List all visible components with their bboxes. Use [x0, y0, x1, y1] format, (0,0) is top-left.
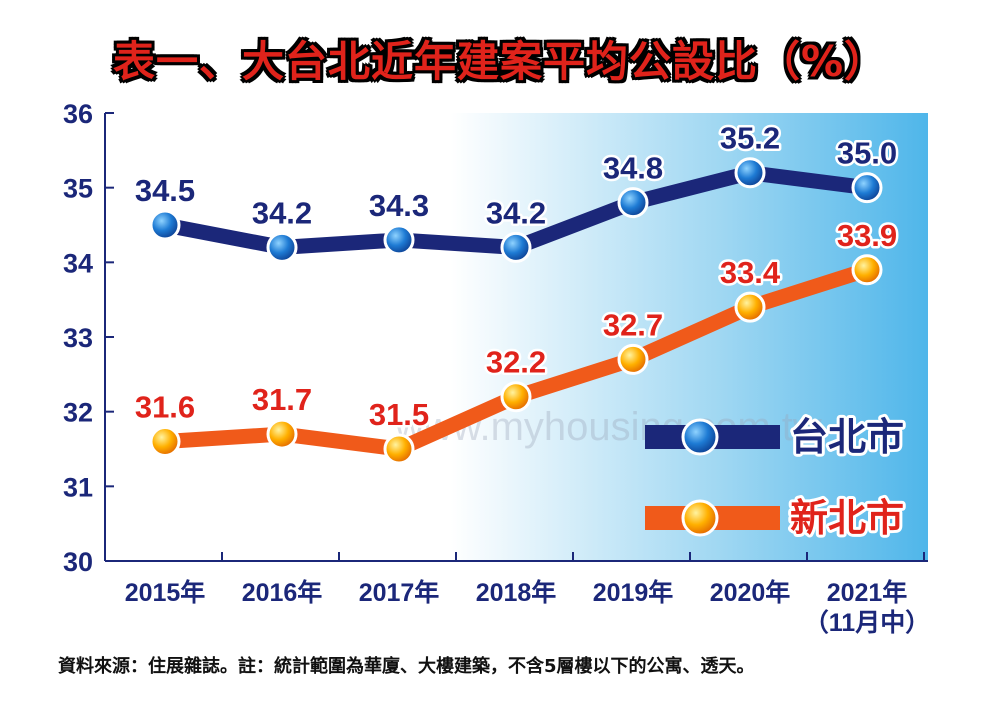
data-label: 32.2 [486, 345, 546, 380]
x-tick-label: 2018年 [476, 578, 557, 607]
data-label: 31.5 [369, 397, 429, 432]
data-label: 31.7 [252, 382, 312, 417]
data-point [617, 343, 649, 375]
y-tick-label: 34 [63, 248, 93, 278]
data-label: 33.9 [837, 218, 897, 253]
data-point [383, 433, 415, 465]
legend-marker [681, 418, 719, 456]
legend-marker [681, 499, 719, 537]
data-point [266, 418, 298, 450]
y-tick-label: 31 [63, 472, 93, 502]
data-point [851, 254, 883, 286]
legend-label: 新北市 [790, 496, 904, 540]
y-tick-label: 36 [63, 99, 93, 129]
x-tick-label: 2015年 [125, 578, 206, 607]
data-label: 35.0 [837, 136, 897, 171]
data-label: 34.2 [252, 195, 312, 230]
data-label: 34.8 [603, 151, 663, 186]
data-point [149, 209, 181, 241]
x-tick-label: 2016年 [242, 578, 323, 607]
data-point [734, 291, 766, 323]
data-point [851, 172, 883, 204]
data-point [500, 231, 532, 263]
y-tick-label: 32 [63, 398, 93, 428]
y-tick-label: 30 [63, 547, 93, 577]
x-tick-sublabel: （11月中） [804, 608, 930, 637]
data-label: 31.6 [135, 390, 195, 425]
y-tick-label: 33 [63, 323, 93, 353]
chart-title: 表一、大台北近年建案平均公設比（%） [112, 37, 888, 86]
data-label: 34.2 [486, 195, 546, 230]
x-tick-label: 2021年 [827, 578, 908, 607]
data-label: 34.5 [135, 173, 195, 208]
data-point [149, 426, 181, 458]
plot-background [105, 113, 928, 561]
data-label: 34.3 [369, 188, 429, 223]
x-tick-label: 2020年 [710, 578, 791, 607]
data-label: 33.4 [720, 255, 781, 290]
x-tick-label: 2017年 [359, 578, 440, 607]
data-point [734, 157, 766, 189]
data-point [383, 224, 415, 256]
data-label: 35.2 [720, 121, 780, 156]
y-tick-label: 35 [63, 174, 93, 204]
data-label: 32.7 [603, 307, 663, 342]
legend-label: 台北市 [790, 415, 904, 459]
data-point [617, 187, 649, 219]
data-point [500, 381, 532, 413]
x-tick-label: 2019年 [593, 578, 674, 607]
source-note: 資料來源：住展雜誌。註：統計範圍為華廈、大樓建築，不含5層樓以下的公寓、透天。 [58, 656, 755, 677]
data-point [266, 231, 298, 263]
